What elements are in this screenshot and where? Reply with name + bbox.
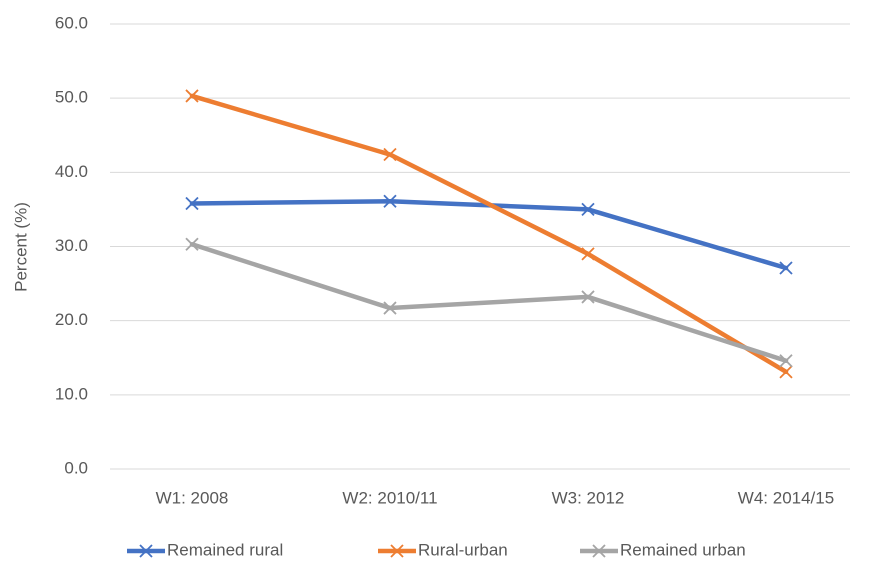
marker <box>383 147 397 162</box>
legend-label: Remained rural <box>167 540 283 559</box>
marker <box>779 365 793 379</box>
legend-marker <box>390 544 404 558</box>
y-axis-label: Percent (%) <box>11 202 30 292</box>
marker <box>581 247 595 261</box>
y-tick-label: 10.0 <box>55 384 88 403</box>
series-line <box>189 199 789 271</box>
marker <box>185 237 199 251</box>
marker <box>581 202 595 217</box>
x-tick-label: W1: 2008 <box>156 488 229 507</box>
marker <box>185 196 199 211</box>
y-tick-label: 20.0 <box>55 310 88 329</box>
y-tick-label: 60.0 <box>55 13 88 32</box>
marker <box>383 301 397 315</box>
x-tick-label: W3: 2012 <box>552 488 625 507</box>
marker <box>383 194 397 208</box>
legend-label: Rural-urban <box>418 540 508 559</box>
y-tick-label: 50.0 <box>55 88 88 107</box>
marker <box>779 261 793 275</box>
y-tick-label: 0.0 <box>64 458 88 477</box>
marker <box>185 89 199 103</box>
legend-marker <box>592 544 606 558</box>
legend-marker <box>139 544 153 558</box>
y-tick-label: 40.0 <box>55 162 88 181</box>
marker <box>779 354 793 368</box>
series-line <box>189 93 789 375</box>
y-tick-label: 30.0 <box>55 236 88 255</box>
legend-label: Remained urban <box>620 540 746 559</box>
x-tick-label: W2: 2010/11 <box>342 488 437 507</box>
marker <box>581 290 595 304</box>
series-line <box>189 242 789 363</box>
x-tick-label: W4: 2014/15 <box>738 488 834 507</box>
